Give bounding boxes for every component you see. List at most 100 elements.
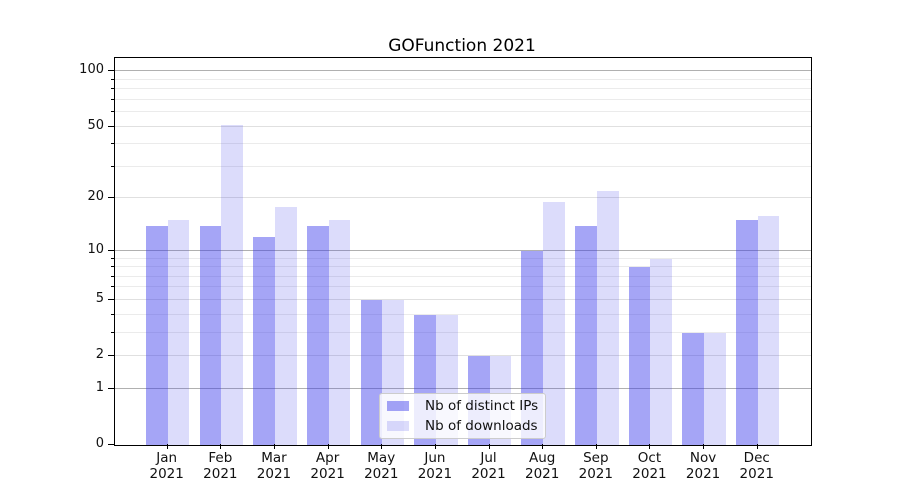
x-tick-mark (703, 444, 705, 449)
legend-swatch-distinct-ips (387, 401, 409, 411)
x-tick-year: 2021 (256, 465, 292, 482)
grid-line-minor (115, 286, 811, 288)
x-tick-mark (220, 444, 222, 449)
x-tick-month: Jan (156, 450, 178, 466)
y-minor-tick-mark (110, 257, 114, 259)
legend-label-downloads: Nb of downloads (425, 418, 538, 434)
bar-downloads (757, 215, 780, 445)
y-minor-tick-mark (110, 143, 114, 145)
y-minor-tick-mark (110, 111, 114, 113)
grid-line-minor (115, 165, 811, 167)
x-tick-year: 2021 (203, 465, 238, 482)
x-tick-month: May (367, 450, 396, 466)
x-tick-year: 2021 (739, 465, 774, 482)
x-tick-month: Sep (583, 450, 609, 466)
y-tick-mark (108, 387, 114, 389)
grid-line-major (115, 249, 811, 251)
x-tick-label: Sep 2021 (564, 450, 628, 482)
grid-line-minor (115, 275, 811, 277)
grid-line-minor (115, 266, 811, 268)
y-minor-tick-mark (110, 78, 114, 80)
grid-line-minor (115, 257, 811, 259)
grid-line-minor (115, 313, 811, 315)
y-minor-tick-mark (110, 88, 114, 90)
bar-downloads (704, 332, 726, 445)
y-minor-tick-mark (110, 275, 114, 277)
x-tick-label: May 2021 (349, 450, 413, 482)
x-tick-year: 2021 (524, 465, 560, 482)
y-minor-tick-mark (110, 286, 114, 288)
bar-downloads (274, 206, 297, 445)
chart-title: GOFunction 2021 (388, 36, 536, 56)
bar-distinct-ips (253, 237, 275, 445)
bar-downloads (543, 202, 565, 445)
legend: Nb of distinct IPs Nb of downloads (379, 393, 546, 439)
x-tick-label: Aug 2021 (510, 450, 574, 482)
grid-line-minor (115, 98, 811, 100)
x-tick-mark (595, 444, 597, 449)
x-tick-year: 2021 (578, 465, 613, 482)
legend-label-distinct-ips: Nb of distinct IPs (425, 398, 539, 414)
bar-distinct-ips (146, 225, 168, 445)
grid-line-minor (115, 143, 811, 145)
grid-line (115, 355, 811, 357)
x-tick-year: 2021 (632, 465, 667, 482)
bar-downloads (650, 258, 673, 445)
x-tick-label: Dec 2021 (725, 450, 789, 482)
x-tick-mark (327, 444, 329, 449)
x-tick-year: 2021 (364, 465, 399, 482)
x-tick-mark (434, 444, 436, 449)
grid-line (115, 197, 811, 199)
bar-downloads (167, 220, 190, 445)
x-tick-month: Apr (315, 450, 340, 466)
bar-distinct-ips (360, 299, 383, 445)
y-tick-mark (108, 197, 114, 199)
y-tick-mark (108, 444, 114, 445)
bar-downloads (221, 125, 244, 445)
grid-line-minor (115, 78, 811, 80)
x-tick-month: Oct (637, 450, 662, 466)
x-tick-label: Mar 2021 (242, 450, 306, 482)
y-minor-tick-mark (110, 98, 114, 100)
grid-line (115, 125, 811, 127)
x-tick-mark (273, 444, 275, 449)
y-tick-label: 50 (87, 117, 104, 133)
x-tick-label: Jan 2021 (135, 450, 199, 482)
y-tick-label: 10 (87, 241, 104, 257)
grid-line (115, 298, 811, 300)
legend-item-distinct-ips: Nb of distinct IPs (387, 398, 545, 414)
y-tick-label: 5 (95, 290, 104, 306)
y-tick-label: 0 (95, 436, 104, 451)
y-tick-label: 2 (95, 347, 104, 363)
bar-downloads (596, 191, 619, 445)
bar-distinct-ips (628, 267, 651, 445)
y-tick-mark (108, 355, 114, 357)
x-tick-label: Feb 2021 (188, 450, 252, 482)
x-tick-mark (542, 444, 544, 449)
x-tick-label: Apr 2021 (296, 450, 360, 482)
x-tick-month: Jul (480, 450, 497, 466)
bar-distinct-ips (199, 225, 222, 445)
y-tick-mark (108, 70, 114, 72)
x-tick-month: Nov (689, 450, 717, 466)
bar-distinct-ips (575, 225, 597, 445)
bar-distinct-ips (682, 332, 705, 445)
x-tick-year: 2021 (471, 465, 506, 482)
x-tick-month: Feb (208, 450, 233, 466)
y-tick-label: 20 (87, 189, 104, 205)
grid-line-major (115, 70, 811, 72)
y-minor-tick-mark (110, 313, 114, 315)
x-tick-label: Jul 2021 (457, 450, 521, 482)
x-tick-month: Mar (261, 450, 287, 466)
x-tick-year: 2021 (685, 465, 721, 482)
x-tick-label: Nov 2021 (671, 450, 735, 482)
y-tick-label: 100 (79, 62, 104, 78)
y-tick-mark (108, 125, 114, 127)
grid-line-minor (115, 111, 811, 113)
x-tick-month: Aug (528, 450, 556, 466)
x-tick-label: Oct 2021 (617, 450, 681, 482)
x-tick-year: 2021 (417, 465, 453, 482)
grid-line-minor (115, 88, 811, 90)
y-tick-mark (108, 298, 114, 300)
